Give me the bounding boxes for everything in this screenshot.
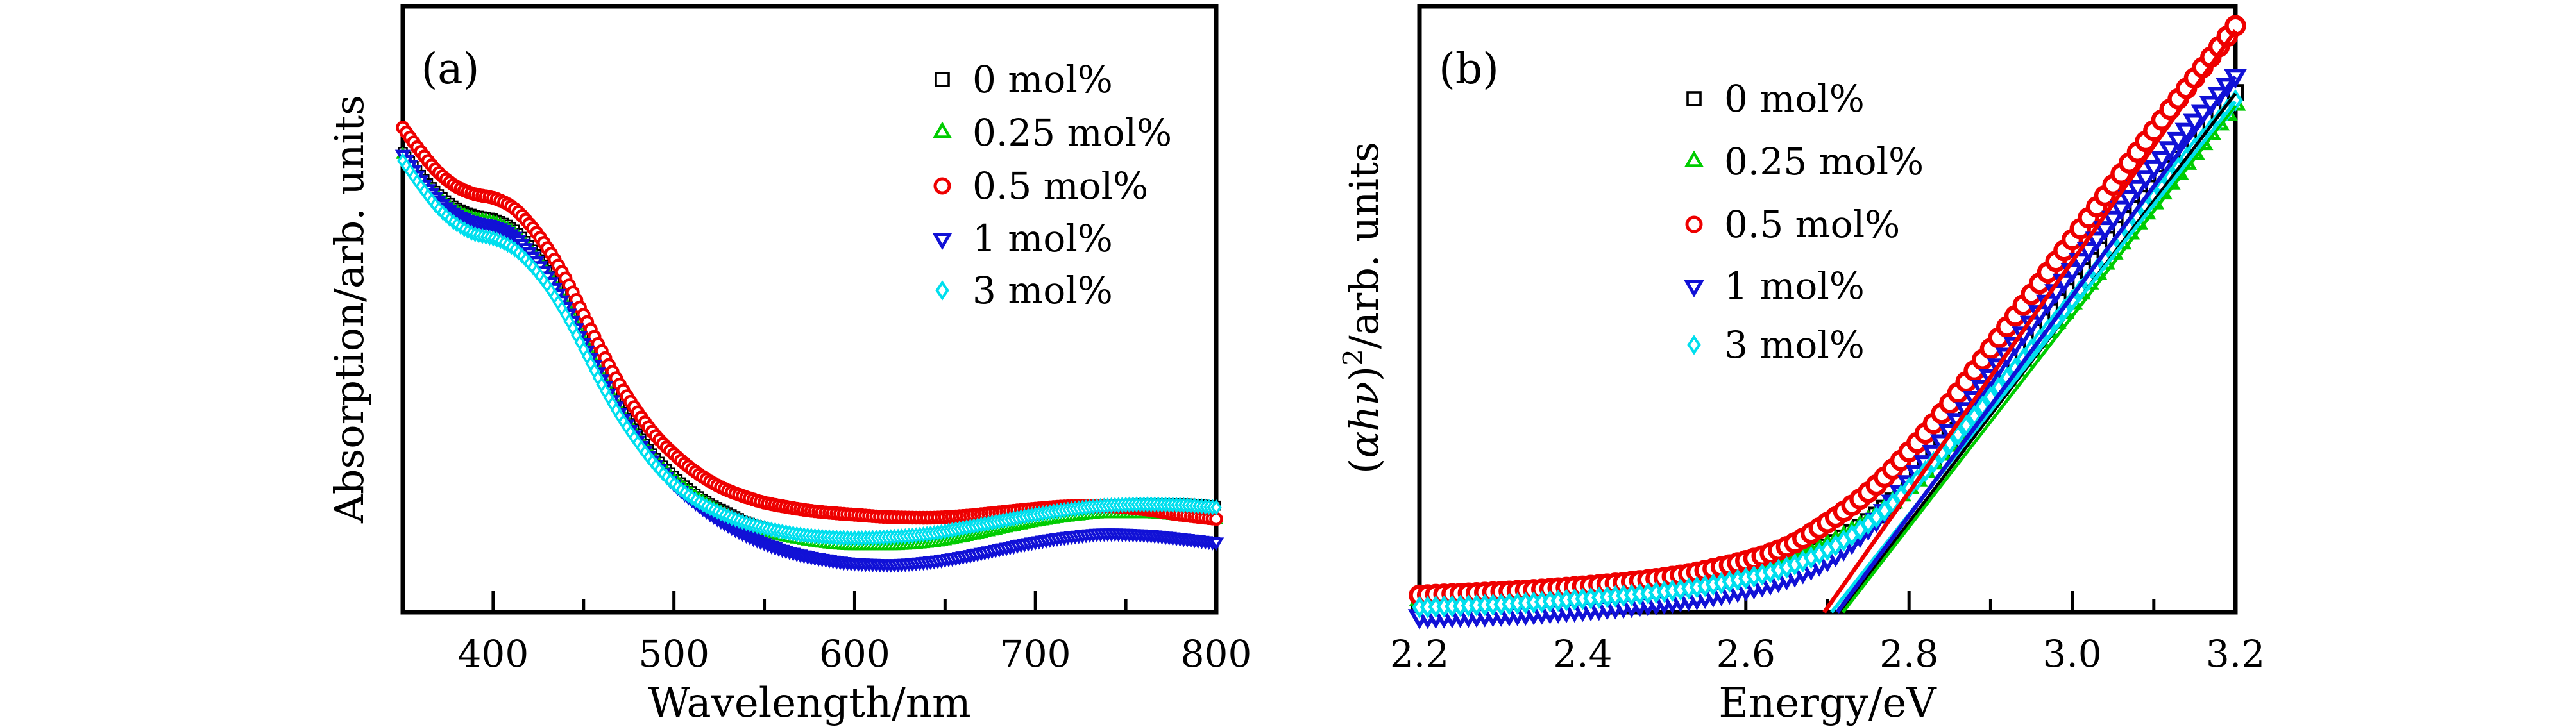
x-tick-label: 800 — [1181, 632, 1252, 676]
legend-label: 0.25 mol% — [1724, 140, 1924, 183]
triangle-down-marker — [2126, 180, 2149, 201]
fit-line — [1835, 75, 2237, 614]
legend-marker-square — [1686, 91, 1702, 106]
x-tick-label: 2.4 — [1553, 632, 1612, 676]
plot-border — [1417, 4, 2238, 615]
legend-label: 0.25 mol% — [972, 111, 1172, 155]
legend-label: 1 mol% — [1724, 264, 1865, 308]
panel-b-axes: 2.2 2.4 2.6 2.8 3.0 3.2 — [1390, 4, 2265, 676]
triangle-down-marker — [2174, 122, 2198, 144]
panel-a-tag: (a) — [421, 44, 480, 94]
legend-label: 0 mol% — [972, 58, 1113, 101]
legend-label: 1 mol% — [972, 217, 1113, 260]
legend-marker-circle — [1685, 215, 1703, 233]
triangle-down-marker — [2158, 141, 2182, 162]
x-tick-label: 700 — [1000, 632, 1071, 676]
legend-marker-triangle-up — [1684, 150, 1704, 167]
fit-line — [1822, 29, 2237, 614]
legend-label: 0.5 mol% — [1724, 203, 1900, 246]
legend-marker-diamond — [935, 280, 949, 301]
legend-marker-triangle-down — [932, 233, 953, 250]
panel-a-series — [394, 121, 1224, 573]
legend-label: 0 mol% — [1724, 77, 1865, 121]
panel-a-legend: 0 mol% 0.25 mol% 0.5 mol% 1 mol% 3 mol% — [932, 58, 1172, 312]
triangle-down-marker — [1208, 537, 1224, 551]
legend-marker-triangle-up — [932, 121, 953, 138]
plot-border — [400, 4, 1219, 615]
panel-a-yaxis-title: Absorption/arb. units — [326, 95, 373, 524]
legend-marker-circle — [933, 177, 951, 195]
legend-label: 3 mol% — [1724, 323, 1865, 367]
x-tick-label: 2.2 — [1390, 632, 1449, 676]
legend-label: 3 mol% — [972, 269, 1113, 312]
diamond-marker — [1958, 414, 1974, 437]
legend-marker-square — [935, 72, 950, 87]
x-tick-label: 500 — [638, 632, 709, 676]
legend-label: 0.5 mol% — [972, 164, 1148, 208]
panel-b-xaxis-title: Energy/eV — [1718, 680, 1937, 727]
triangle-down-marker — [2133, 170, 2158, 190]
fit-line — [1842, 104, 2237, 614]
panel-b-series — [1407, 15, 2248, 630]
x-tick-label: 600 — [819, 632, 890, 676]
x-tick-label: 3.2 — [2206, 632, 2265, 676]
series-3-mol- — [397, 153, 1222, 547]
triangle-down-marker — [2150, 151, 2174, 171]
circle-marker — [2224, 15, 2246, 37]
x-tick-label: 400 — [458, 632, 529, 676]
panel-b-fit-lines — [1822, 29, 2237, 614]
legend-marker-diamond — [1687, 335, 1701, 355]
panel-b-tag: (b) — [1439, 44, 1499, 94]
triangle-down-marker — [2109, 200, 2133, 221]
panel-a-axes: 400 500 600 700 800 — [400, 4, 1252, 676]
triangle-down-marker — [2142, 160, 2165, 181]
diamond-marker — [1210, 499, 1222, 516]
x-tick-label: 3.0 — [2042, 632, 2101, 676]
panel-b-legend: 0 mol% 0.25 mol% 0.5 mol% 1 mol% 3 mol% — [1684, 77, 1924, 367]
triangle-down-marker — [2101, 210, 2125, 231]
x-tick-label: 2.8 — [1879, 632, 1938, 676]
triangle-down-marker — [2085, 231, 2108, 252]
panel-a-xaxis-title: Wavelength/nm — [648, 680, 970, 727]
panel-b-yaxis-title: (αhν)2/arb. units — [1337, 142, 1387, 474]
triangle-down-marker — [2117, 190, 2141, 211]
triangle-down-marker — [2166, 131, 2190, 153]
series-0-5-mol- — [396, 121, 1223, 526]
series-0-5-mol- — [1409, 15, 2246, 606]
triangle-down-marker — [2093, 221, 2117, 242]
x-tick-label: 2.6 — [1716, 632, 1775, 676]
legend-marker-triangle-down — [1684, 280, 1704, 297]
